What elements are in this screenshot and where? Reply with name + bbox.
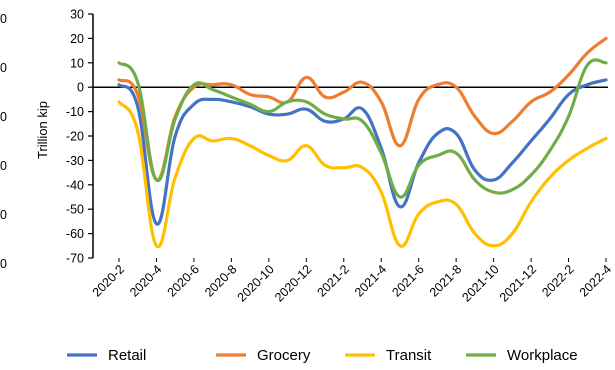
- y-tick-label: -60: [66, 227, 84, 241]
- x-tick-label: 2020-10: [235, 262, 277, 304]
- x-tick-label: 2020-12: [272, 262, 314, 304]
- series-line-transit: [117, 100, 608, 249]
- left-axis-tick-label: 0: [0, 110, 7, 124]
- series-line-retail: [117, 78, 608, 226]
- x-tick-label: 2021-6: [389, 262, 426, 299]
- y-tick-label: -70: [66, 252, 84, 266]
- y-tick-label: -20: [66, 130, 84, 144]
- y-tick-label: 20: [70, 32, 84, 46]
- left-axis-tick-label: 0: [0, 12, 7, 26]
- y-axis-label: Trillion kip: [35, 101, 50, 159]
- legend: Retail Grocery Transit Workplace: [67, 347, 578, 364]
- legend-label-workplace: Workplace: [507, 347, 578, 364]
- x-tick-label: 2022-2: [539, 262, 576, 299]
- x-tick-label: 2021-4: [352, 262, 389, 299]
- series-line-workplace: [117, 58, 608, 199]
- series-lines: [117, 36, 608, 249]
- x-tick-label: 2020-4: [127, 262, 164, 299]
- series-line-grocery: [117, 36, 608, 182]
- left-axis-tick-label: 0: [0, 257, 7, 271]
- y-tick-label: 30: [70, 8, 84, 22]
- x-tick-label: 2020-2: [90, 262, 127, 299]
- x-tick-label: 2021-12: [497, 262, 539, 304]
- y-tick-label: 10: [70, 56, 84, 70]
- y-tick-label: -10: [66, 105, 84, 119]
- x-tick-label: 2020-6: [165, 262, 202, 299]
- legend-label-grocery: Grocery: [257, 347, 311, 364]
- y-tick-label: 0: [77, 81, 84, 95]
- left-axis-ticks: 0 0 0 0 0 0: [0, 12, 7, 271]
- x-tick-label: 2022-4: [577, 262, 614, 299]
- left-axis-tick-label: 0: [0, 61, 7, 75]
- y-tick-label: -50: [66, 203, 84, 217]
- y-axis-ticks: 30 20 10 0 -10 -20 -30 -40 -50 -60 -70: [66, 8, 93, 266]
- left-axis-tick-label: 0: [0, 159, 7, 173]
- x-tick-label: 2021-2: [314, 262, 351, 299]
- y-tick-label: -40: [66, 178, 84, 192]
- y-tick-label: -30: [66, 154, 84, 168]
- legend-label-transit: Transit: [386, 347, 432, 364]
- x-tick-label: 2021-10: [459, 262, 501, 304]
- legend-label-retail: Retail: [108, 347, 146, 364]
- left-axis-tick-label: 0: [0, 208, 7, 222]
